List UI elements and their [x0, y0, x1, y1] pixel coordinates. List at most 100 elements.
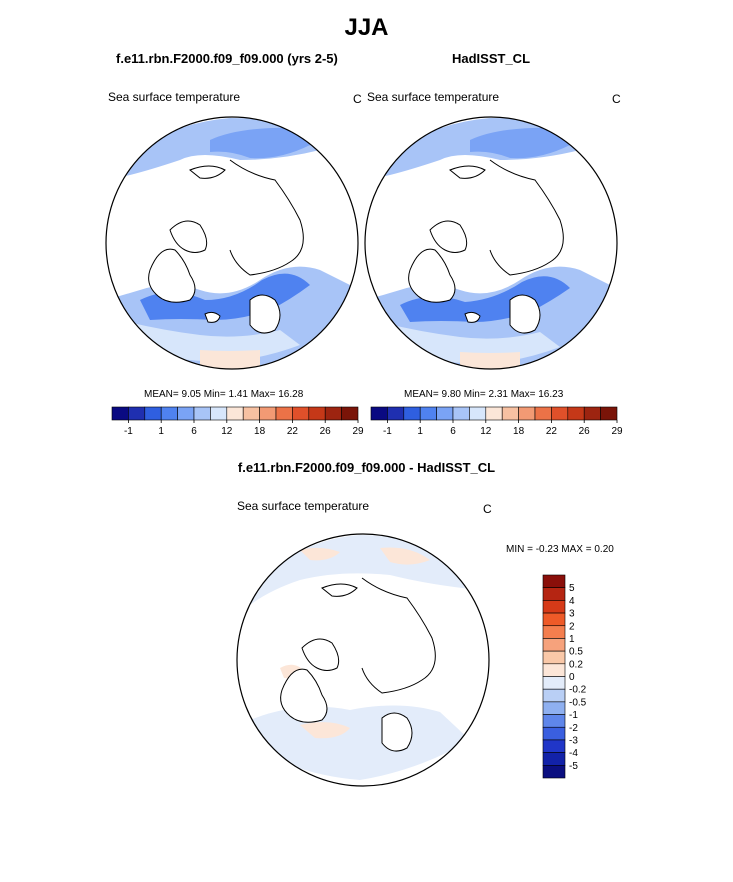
left-coast-asia	[229, 159, 304, 276]
left-colorbar-swatch	[275, 406, 293, 421]
left-colorbar-tick-label: 1	[158, 426, 164, 437]
page-title: JJA	[344, 14, 389, 41]
right-colorbar-swatch	[600, 406, 618, 421]
right-colorbar-tick-label: 26	[579, 426, 591, 437]
diff-colorbar-swatch	[542, 587, 566, 601]
right-colorbar-swatch	[370, 406, 388, 421]
diff-bottom-neutral	[250, 705, 470, 780]
left-colorbar-tick-label: 29	[352, 426, 364, 437]
right-colorbar-swatch	[452, 406, 470, 421]
right-panel-title: HadISST_CL	[452, 51, 531, 66]
left-colorbar-swatch	[341, 406, 359, 421]
diff-colorbar-tick-label: -5	[569, 761, 578, 772]
left-colorbar-swatch	[160, 406, 178, 421]
left-colorbar-swatch	[226, 406, 244, 421]
diff-coast-asia	[361, 577, 436, 694]
diff-colorbar-tick-label: -0.5	[569, 697, 587, 708]
diff-colorbar-tick-label: 4	[569, 596, 575, 607]
left-panel-variable: Sea surface temperature	[108, 90, 241, 104]
right-sst-warm	[460, 352, 520, 369]
diff-map-border	[236, 533, 490, 787]
diff-bottom-warm	[300, 722, 350, 739]
right-coast-greenland	[408, 248, 456, 303]
left-sst-top-deep	[210, 127, 310, 159]
right-coast-scandinavia	[509, 294, 541, 334]
diff-coast-greenland	[280, 668, 328, 723]
right-colorbar-swatch	[518, 406, 536, 421]
left-coast-scandinavia	[249, 294, 281, 334]
diff-colorbar-tick-label: -2	[569, 723, 578, 734]
right-colorbar-tick-label: 22	[546, 426, 558, 437]
right-colorbar-swatch	[583, 406, 601, 421]
left-colorbar-tick-label: 18	[254, 426, 266, 437]
diff-top-neutral	[240, 535, 480, 605]
left-panel-units: C	[353, 92, 362, 106]
right-colorbar-swatch	[485, 406, 503, 421]
diff-colorbar-swatch	[542, 752, 566, 766]
right-colorbar-swatch	[567, 406, 585, 421]
diff-minmax: MIN = -0.23 MAX = 0.20	[506, 544, 614, 555]
left-colorbar-swatch	[177, 406, 195, 421]
diff-colorbar-tick-label: 2	[569, 621, 575, 632]
right-colorbar-swatch	[469, 406, 487, 421]
right-coast-asia	[489, 159, 564, 276]
diff-panel-units: C	[483, 502, 492, 516]
right-colorbar-swatch	[534, 406, 552, 421]
left-colorbar-swatch	[111, 406, 129, 421]
right-colorbar-swatch	[501, 406, 519, 421]
left-colorbar-swatch	[193, 406, 211, 421]
right-panel-variable: Sea surface temperature	[367, 90, 500, 104]
left-sst-warm	[200, 350, 260, 369]
diff-colorbar-swatch	[542, 765, 566, 779]
diff-colorbar-tick-label: 5	[569, 583, 575, 594]
right-colorbar-swatch	[403, 406, 421, 421]
right-colorbar-swatch	[436, 406, 454, 421]
diff-panel-variable: Sea surface temperature	[237, 499, 370, 513]
right-map	[365, 117, 617, 369]
right-colorbar-swatch	[551, 406, 569, 421]
left-colorbar-tick-label: 22	[287, 426, 299, 437]
right-coast-north	[449, 165, 486, 179]
diff-colorbar-tick-label: -1	[569, 710, 578, 721]
right-colorbar: -1 1 6 12 18 22 26 29	[370, 406, 623, 437]
left-colorbar-swatch	[210, 406, 228, 421]
left-coast-archipelago	[169, 220, 208, 253]
diff-colorbar-tick-label: -3	[569, 735, 578, 746]
diff-colorbar-tick-label: -4	[569, 748, 578, 759]
diff-colorbar-tick-label: 1	[569, 634, 575, 645]
diff-colorbar-tick-label: 0	[569, 672, 575, 683]
diff-colorbar-swatch	[542, 714, 566, 728]
left-coast-iceland	[204, 311, 221, 323]
left-colorbar-swatch	[308, 406, 326, 421]
diff-coast-north	[321, 583, 358, 597]
diff-colorbar-swatch	[542, 688, 566, 703]
right-coast-iceland	[464, 311, 481, 323]
right-map-border	[364, 116, 618, 370]
left-colorbar-swatch	[128, 406, 146, 421]
left-colorbar-swatch	[259, 406, 277, 421]
right-colorbar-tick-label: 6	[450, 426, 456, 437]
diff-colorbar-tick-label: 0.2	[569, 659, 583, 670]
left-colorbar-tick-label: 26	[320, 426, 332, 437]
diff-colorbar-swatch	[542, 701, 566, 715]
right-panel-stats: MEAN= 9.80 Min= 2.31 Max= 16.23	[404, 389, 564, 400]
diff-map	[237, 534, 489, 786]
left-panel-title: f.e11.rbn.F2000.f09_f09.000 (yrs 2-5)	[116, 51, 338, 66]
left-colorbar: -1 1 6 12 18 22 26 29	[111, 406, 364, 437]
diff-colorbar-tick-label: 3	[569, 609, 575, 620]
left-colorbar-tick-label: 12	[221, 426, 233, 437]
right-colorbar-tick-label: -1	[383, 426, 392, 437]
left-colorbar-tick-label: -1	[124, 426, 133, 437]
diff-colorbar-swatch	[542, 650, 566, 665]
diff-panel-title: f.e11.rbn.F2000.f09_f09.000 - HadISST_CL	[237, 460, 496, 475]
right-colorbar-tick-label: 12	[480, 426, 492, 437]
diff-top-warm-1	[300, 547, 340, 561]
left-colorbar-tick-label: 6	[191, 426, 197, 437]
diff-colorbar-swatch	[542, 676, 566, 690]
diff-colorbar-swatch	[542, 574, 566, 588]
right-colorbar-tick-label: 1	[417, 426, 423, 437]
left-coast-north	[189, 165, 226, 179]
diff-colorbar-tick-label: -0.2	[569, 685, 587, 696]
left-map	[106, 117, 358, 369]
